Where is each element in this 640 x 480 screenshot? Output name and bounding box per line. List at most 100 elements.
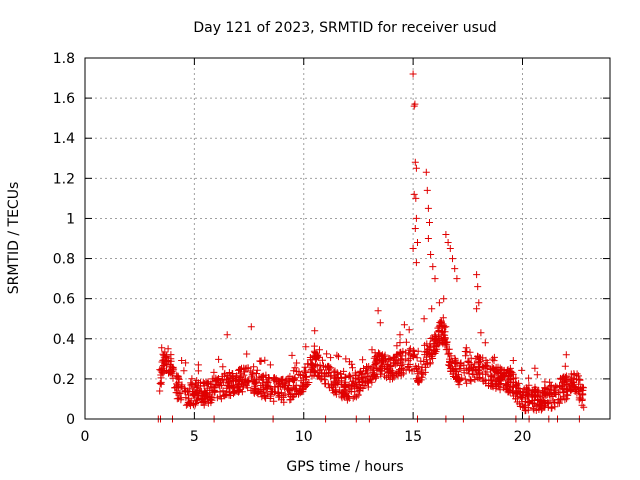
data-point [525, 399, 533, 407]
data-point [325, 363, 333, 371]
data-point [389, 371, 397, 379]
data-point [489, 355, 497, 363]
data-point [311, 349, 319, 356]
data-point [409, 353, 417, 361]
data-point [156, 387, 164, 395]
data-point [538, 398, 545, 406]
data-point [302, 376, 310, 384]
y-tick-label: 1.4 [53, 131, 75, 147]
data-point [182, 359, 190, 367]
data-point [308, 361, 316, 369]
data-point [333, 374, 341, 382]
data-point [566, 386, 574, 394]
data-point [524, 391, 532, 399]
data-point [481, 339, 489, 347]
data-point [483, 363, 491, 371]
data-point [345, 393, 352, 400]
data-point [333, 351, 341, 359]
axis-ticks: 0 0.2 0.4 0.6 0.8 1 1.2 1.4 1.6 1.8 0 5 10 15 20 [53, 51, 610, 445]
data-point [219, 363, 227, 371]
data-point [414, 378, 422, 386]
data-point [417, 357, 425, 365]
data-point [250, 363, 258, 371]
data-point [187, 397, 195, 405]
data-point [569, 379, 577, 386]
data-point [311, 369, 319, 377]
data-point [231, 388, 239, 396]
data-point [442, 231, 450, 238]
data-point [428, 305, 436, 313]
data-point [354, 391, 362, 399]
data-point [427, 251, 435, 258]
data-point [368, 346, 376, 354]
data-point [536, 401, 544, 409]
data-point [537, 397, 545, 405]
data-point [460, 366, 468, 374]
data-point [431, 332, 439, 340]
data-point [223, 331, 231, 339]
data-point [562, 381, 570, 389]
data-point [551, 386, 559, 394]
data-point [312, 350, 320, 358]
data-point [414, 377, 422, 385]
data-point [288, 351, 296, 359]
data-point [464, 357, 472, 365]
data-point [238, 376, 246, 384]
data-point [261, 391, 269, 399]
data-point [364, 377, 371, 385]
data-point [556, 388, 564, 396]
data-point [376, 364, 384, 372]
data-point [509, 375, 517, 382]
data-point [528, 393, 536, 401]
data-point [167, 357, 175, 365]
data-point [349, 364, 356, 372]
data-point [530, 406, 538, 414]
data-point [337, 392, 345, 400]
data-point [270, 377, 278, 385]
data-point [442, 346, 450, 354]
data-point [259, 372, 267, 380]
data-point [277, 396, 285, 404]
chart-title: Day 121 of 2023, SRMTID for receiver usu… [193, 20, 496, 36]
data-point [376, 319, 384, 327]
data-point [171, 384, 179, 391]
data-point [194, 367, 202, 375]
data-point [175, 389, 183, 397]
data-point [440, 323, 448, 331]
data-point [278, 377, 286, 385]
x-tick-label: 5 [190, 429, 199, 445]
data-point [225, 369, 233, 376]
data-point [245, 377, 253, 385]
data-point [346, 371, 354, 379]
data-point [336, 386, 344, 394]
data-point [423, 347, 431, 355]
data-point [559, 377, 567, 385]
data-point [334, 370, 342, 378]
data-point [247, 323, 255, 331]
data-point [426, 219, 433, 226]
data-point [224, 378, 232, 386]
data-point [555, 399, 563, 407]
data-point [364, 369, 372, 377]
data-point [291, 364, 299, 372]
data-point [158, 344, 166, 352]
data-point [493, 376, 501, 384]
data-point [352, 372, 360, 380]
data-point [324, 380, 332, 388]
data-point [509, 357, 517, 364]
data-point [193, 389, 200, 397]
data-point [379, 357, 387, 365]
data-point [327, 354, 335, 362]
data-point [184, 387, 192, 395]
data-point [421, 341, 429, 349]
data-point [225, 384, 233, 392]
data-point [435, 299, 443, 307]
data-point [573, 370, 581, 378]
y-tick-label: 1.8 [53, 51, 75, 67]
data-point [164, 345, 172, 353]
data-point [426, 342, 434, 350]
data-point [412, 164, 420, 172]
data-point [193, 377, 201, 385]
data-point [512, 395, 519, 403]
data-point [487, 372, 495, 380]
